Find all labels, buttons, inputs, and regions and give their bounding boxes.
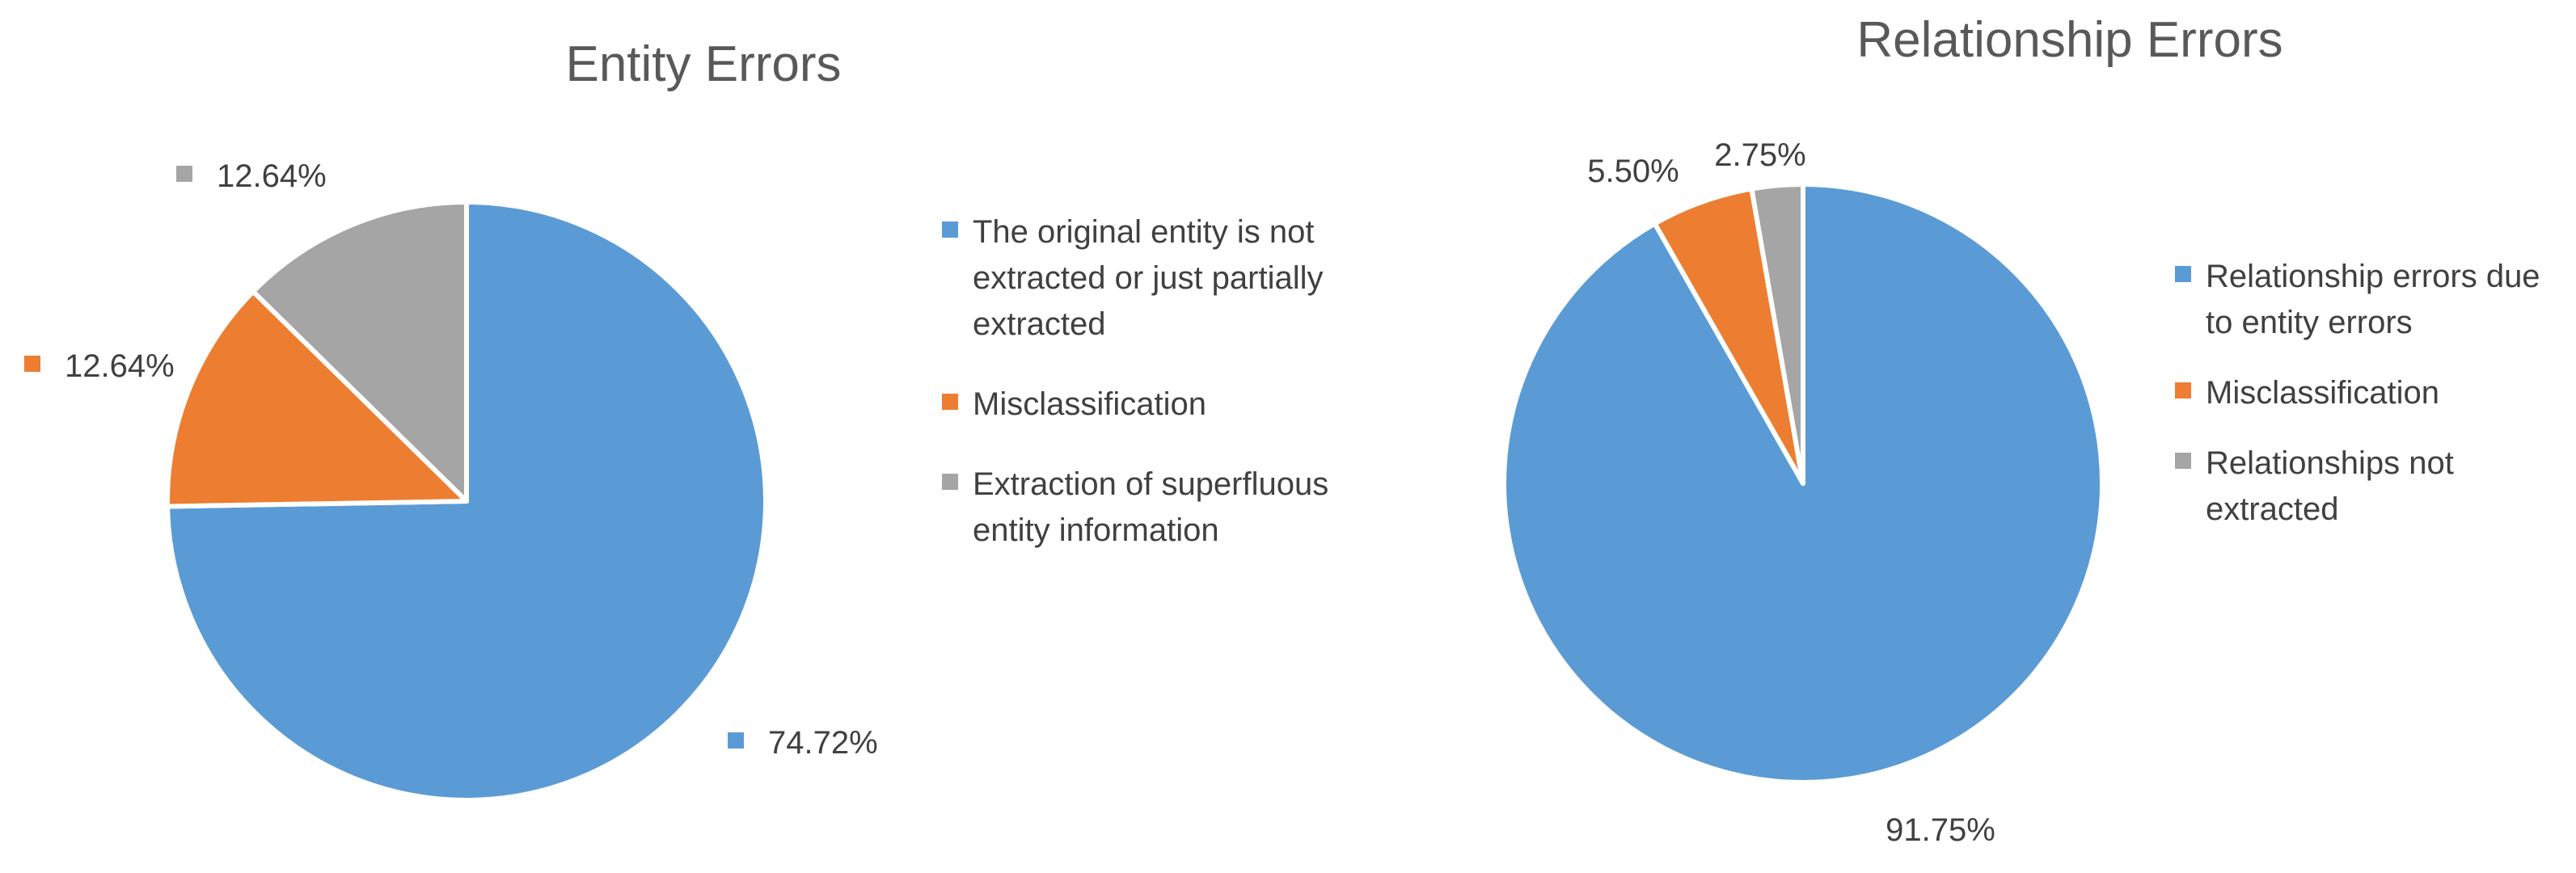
data-label-misclassification: 5.50% [1587,154,1679,189]
legend-swatch [2175,266,2191,282]
data-label-relationship-errors-due-to-entity-errors: 91.75% [1886,812,1995,848]
data-label-key [176,166,192,182]
relationship-errors-title: Relationship Errors [1856,12,2283,68]
legend-item-relationships-not-extracted: Relationships not extracted [2175,445,2454,527]
legend-swatch [2175,453,2191,469]
relationship-errors-legend: Relationship errors due to entity errors M… [2175,259,2540,527]
legend-item-extraction-of-superfluous-entity-information: Extraction of superfluous entity informat… [942,466,1328,548]
pie-slice-relationships-not-extracted [1749,182,1805,486]
legend-item-the-original-entity-is-not-extracted-or-just-partially-extracted: The original entity is not extracted or j… [942,214,1324,342]
legend-swatch [942,474,958,490]
data-label-relationships-not-extracted: 2.75% [1714,137,1805,173]
pie-slice-misclassification [165,289,469,509]
legend-item-misclassification: Misclassification [2175,375,2439,411]
pie-slice-the-original-entity-is-not-extracted-or-just-partially-extracted [165,200,768,803]
legend-swatch [2175,382,2191,399]
legend-label: Relationships not extracted [2206,445,2454,527]
legend-swatch [942,394,958,410]
data-label-key [24,356,40,372]
data-label-the-original-entity-is-not-extracted-or-just-partially-extracted: 74.72% [768,725,878,761]
legend-label: Relationship errors due to entity errors [2206,259,2540,340]
data-label-key [728,732,744,749]
entity-errors-data-labels: 74.72% 12.64% 12.64% [24,158,878,761]
legend-label: Misclassification [973,386,1206,422]
relationship-errors-pie [1501,182,2105,785]
entity-errors-pie [165,200,768,803]
legend-label: The original entity is not extracted or j… [973,214,1324,342]
entity-errors-title: Entity Errors [565,36,841,92]
entity-errors-chart: Entity Errors 74.72% 12.64% 12.64% The ori… [24,36,1328,803]
legend-item-relationship-errors-due-to-entity-errors: Relationship errors due to entity errors [2175,259,2540,340]
pie-slice-extraction-of-superfluous-entity-information [251,200,469,504]
relationship-errors-data-labels: 91.75% 5.50% 2.75% [1587,137,1995,848]
legend-label: Misclassification [2206,375,2439,411]
legend-swatch [942,221,958,238]
entity-errors-legend: The original entity is not extracted or j… [942,214,1328,548]
data-label-extraction-of-superfluous-entity-information: 12.64% [217,158,327,194]
data-label-misclassification: 12.64% [65,348,175,384]
relationship-errors-chart: Relationship Errors 91.75% 5.50% 2.75% Rel… [1501,12,2540,848]
legend-label: Extraction of superfluous entity informat… [973,466,1328,548]
legend-item-misclassification: Misclassification [942,386,1206,422]
